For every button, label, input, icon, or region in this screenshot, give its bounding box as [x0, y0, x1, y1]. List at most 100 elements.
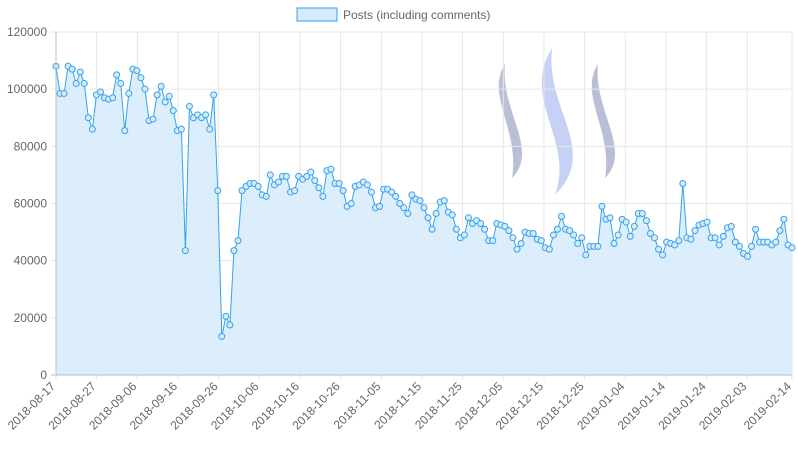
data-point[interactable] — [113, 71, 121, 79]
data-point[interactable] — [464, 214, 472, 222]
data-point[interactable] — [60, 89, 68, 97]
data-point[interactable] — [501, 222, 509, 230]
legend-swatch[interactable] — [296, 7, 338, 22]
data-point[interactable] — [157, 82, 165, 90]
data-point[interactable] — [594, 242, 602, 250]
data-point[interactable] — [408, 191, 416, 199]
data-point[interactable] — [218, 332, 226, 340]
data-point[interactable] — [404, 210, 412, 217]
data-point[interactable] — [687, 235, 695, 243]
data-point[interactable] — [440, 197, 448, 205]
data-point[interactable] — [651, 234, 659, 242]
legend[interactable]: Posts (including comments) — [296, 7, 490, 22]
data-point[interactable] — [96, 88, 104, 96]
data-point[interactable] — [420, 204, 428, 212]
data-point[interactable] — [141, 85, 149, 93]
data-point[interactable] — [307, 168, 315, 176]
data-point[interactable] — [238, 187, 246, 195]
data-point[interactable] — [428, 225, 436, 233]
data-point[interactable] — [181, 247, 189, 255]
data-point[interactable] — [529, 230, 537, 238]
data-point[interactable] — [731, 238, 739, 246]
data-point[interactable] — [448, 211, 456, 219]
data-point[interactable] — [517, 240, 525, 248]
data-point[interactable] — [230, 247, 238, 255]
data-point[interactable] — [392, 192, 400, 200]
data-point[interactable] — [137, 74, 145, 82]
data-point[interactable] — [169, 107, 177, 115]
data-point[interactable] — [642, 217, 650, 225]
data-point[interactable] — [303, 172, 311, 180]
data-point[interactable] — [400, 204, 408, 212]
data-point[interactable] — [719, 232, 727, 240]
data-point[interactable] — [481, 225, 489, 233]
data-point[interactable] — [339, 187, 347, 195]
data-point[interactable] — [363, 181, 371, 189]
data-point[interactable] — [335, 179, 343, 187]
data-point[interactable] — [222, 312, 230, 320]
data-point[interactable] — [234, 237, 242, 245]
data-point[interactable] — [553, 225, 561, 233]
data-point[interactable] — [376, 202, 384, 210]
data-point[interactable] — [630, 222, 638, 230]
data-point[interactable] — [109, 94, 117, 102]
data-point[interactable] — [655, 245, 663, 253]
data-point[interactable] — [646, 230, 654, 238]
data-point[interactable] — [315, 184, 323, 192]
data-point[interactable] — [614, 231, 622, 239]
data-point[interactable] — [788, 244, 796, 252]
data-point[interactable] — [610, 240, 618, 248]
data-point[interactable] — [347, 200, 355, 207]
data-point[interactable] — [153, 91, 161, 99]
data-point[interactable] — [291, 187, 299, 195]
data-point[interactable] — [509, 234, 517, 242]
data-point[interactable] — [582, 251, 590, 259]
data-point[interactable] — [432, 210, 440, 217]
data-point[interactable] — [477, 220, 485, 228]
data-point[interactable] — [537, 237, 545, 245]
data-point[interactable] — [557, 212, 565, 220]
data-point[interactable] — [84, 114, 92, 122]
data-point[interactable] — [752, 225, 760, 233]
data-point[interactable] — [80, 79, 88, 87]
data-point[interactable] — [452, 225, 460, 233]
data-point[interactable] — [117, 79, 125, 87]
data-point[interactable] — [638, 210, 646, 217]
data-point[interactable] — [598, 202, 606, 210]
data-point[interactable] — [659, 251, 667, 259]
data-point[interactable] — [311, 177, 319, 185]
data-point[interactable] — [283, 172, 291, 180]
data-point[interactable] — [72, 79, 80, 87]
data-point[interactable] — [772, 238, 780, 246]
data-point[interactable] — [266, 171, 274, 179]
data-point[interactable] — [727, 222, 735, 230]
data-point[interactable] — [210, 91, 218, 99]
data-point[interactable] — [622, 218, 630, 226]
data-point[interactable] — [202, 111, 210, 119]
data-point[interactable] — [780, 215, 788, 223]
data-point[interactable] — [505, 227, 513, 235]
data-point[interactable] — [744, 252, 752, 260]
data-point[interactable] — [254, 182, 262, 190]
data-point[interactable] — [274, 178, 282, 186]
data-point[interactable] — [165, 92, 173, 100]
data-point[interactable] — [675, 237, 683, 245]
data-point[interactable] — [711, 234, 719, 242]
data-point[interactable] — [671, 241, 679, 249]
data-point[interactable] — [703, 218, 711, 226]
data-point[interactable] — [76, 68, 84, 76]
data-point[interactable] — [388, 188, 396, 196]
data-point[interactable] — [735, 242, 743, 250]
data-point[interactable] — [416, 197, 424, 205]
legend-label[interactable]: Posts (including comments) — [343, 8, 490, 22]
data-point[interactable] — [214, 187, 222, 195]
data-point[interactable] — [68, 65, 76, 73]
data-point[interactable] — [574, 240, 582, 248]
data-point[interactable] — [679, 179, 687, 187]
data-point[interactable] — [367, 188, 375, 196]
data-point[interactable] — [691, 227, 699, 235]
data-point[interactable] — [327, 165, 335, 173]
data-point[interactable] — [396, 200, 404, 207]
data-point[interactable] — [424, 214, 432, 222]
data-point[interactable] — [125, 89, 133, 97]
